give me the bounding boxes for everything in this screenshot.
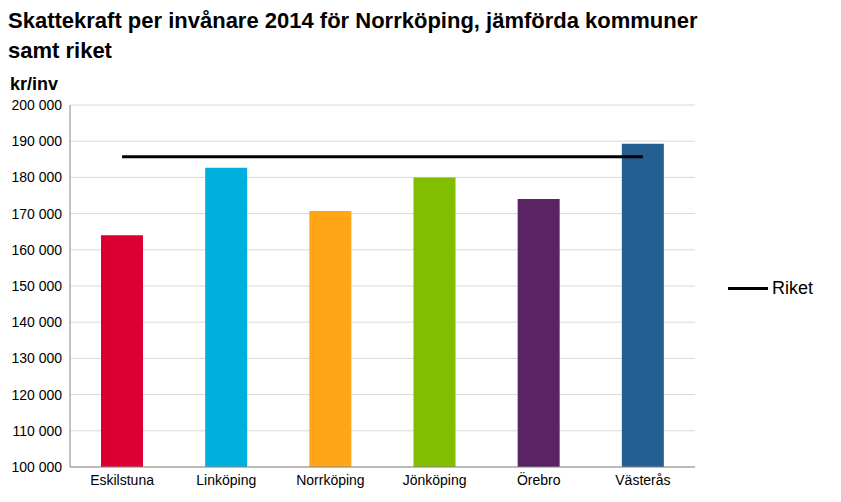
svg-text:100 000: 100 000 — [11, 459, 62, 475]
svg-text:150 000: 150 000 — [11, 278, 62, 294]
svg-text:120 000: 120 000 — [11, 387, 62, 403]
svg-text:140 000: 140 000 — [11, 314, 62, 330]
svg-text:Linköping: Linköping — [196, 472, 256, 488]
svg-text:Örebro: Örebro — [517, 471, 561, 488]
svg-text:170 000: 170 000 — [11, 206, 62, 222]
html-text:kr/inv: kr/inv — [10, 74, 58, 94]
svg-text:130 000: 130 000 — [11, 350, 62, 366]
svg-text:Västerås: Västerås — [615, 472, 670, 488]
html-text:Riket: Riket — [772, 278, 813, 298]
svg-text:160 000: 160 000 — [11, 242, 62, 258]
html-text:Skattekraft per invånare 2014: Skattekraft per invånare 2014 för Norrkö… — [8, 8, 698, 63]
svg-text:200 000: 200 000 — [11, 97, 62, 113]
svg-text:180 000: 180 000 — [11, 169, 62, 185]
svg-text:Eskilstuna: Eskilstuna — [90, 472, 154, 488]
svg-text:Norrköping: Norrköping — [296, 472, 364, 488]
svg-text:110 000: 110 000 — [12, 423, 62, 439]
svg-text:190 000: 190 000 — [11, 133, 62, 149]
svg-text:Jönköping: Jönköping — [403, 472, 467, 488]
